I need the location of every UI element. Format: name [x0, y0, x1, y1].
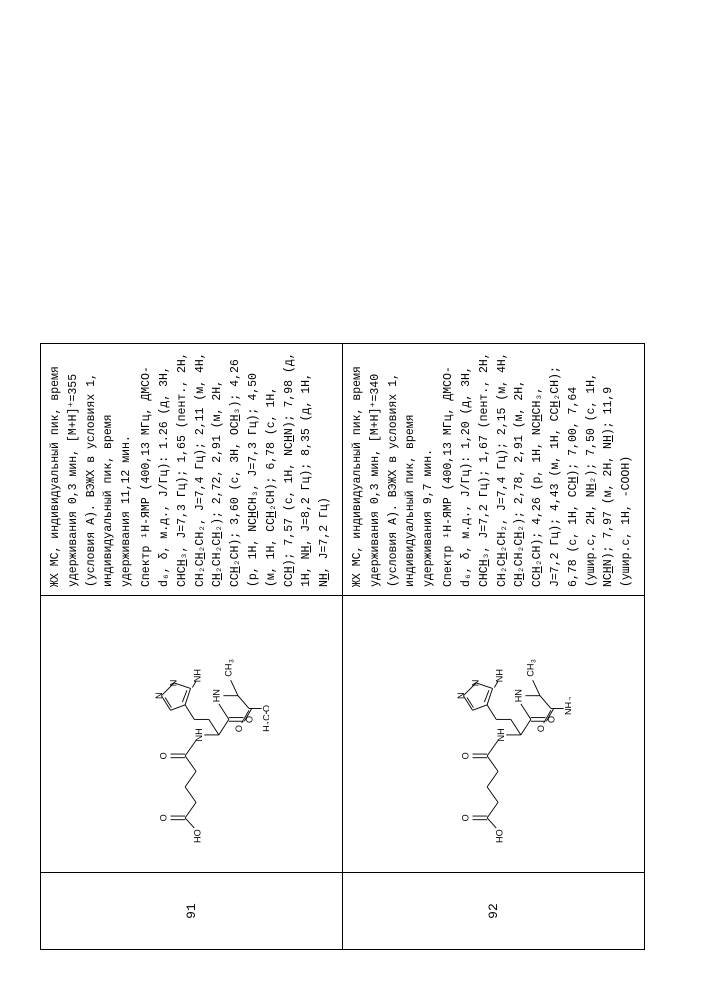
svg-text:NH: NH: [194, 728, 204, 741]
compound-index-cell: 91: [41, 873, 343, 950]
svg-text:N: N: [154, 692, 164, 699]
molecule-diagram: HO O O: [114, 614, 269, 854]
compound-index: 91: [184, 903, 199, 919]
svg-text:HO: HO: [192, 829, 202, 843]
svg-text:H: H: [262, 725, 269, 732]
svg-text:HN: HN: [513, 689, 523, 702]
svg-text:O: O: [461, 814, 471, 821]
lcms-line: ЖХ МС, индивидуальный пик, время удержив…: [349, 352, 438, 587]
svg-text:NH: NH: [192, 669, 202, 682]
svg-text:CH: CH: [525, 664, 535, 677]
svg-text:O: O: [536, 725, 546, 732]
svg-text:O: O: [461, 752, 471, 759]
svg-text:N: N: [169, 680, 179, 687]
table-row: 92 HO O O NH: [343, 344, 645, 950]
svg-text:2: 2: [569, 696, 571, 700]
table-row: 91 HO O: [41, 344, 343, 950]
svg-text:HO: HO: [494, 829, 504, 843]
svg-text:NH: NH: [564, 702, 571, 715]
svg-text:HN: HN: [211, 689, 221, 702]
compound-index-cell: 92: [343, 873, 645, 950]
svg-text:O: O: [234, 725, 244, 732]
svg-text:N: N: [471, 680, 481, 687]
svg-text:C: C: [262, 714, 269, 721]
svg-text:O: O: [159, 814, 169, 821]
svg-text:3: 3: [530, 659, 537, 663]
compound-data-cell: ЖХ МС, индивидуальный пик, время удержив…: [41, 344, 343, 596]
svg-text:CH: CH: [223, 664, 233, 677]
svg-text:N: N: [456, 692, 466, 699]
svg-text:O: O: [159, 752, 169, 759]
compound-table: 91 HO O: [40, 343, 645, 950]
compound-index: 92: [486, 903, 501, 919]
svg-text:3: 3: [228, 659, 235, 663]
lcms-line: ЖХ МС, индивидуальный пик, время удержив…: [47, 352, 136, 587]
nmr-line: Спектр ¹Н-ЯМР (400,13 МГц, ДМСО-d₆, δ, м…: [138, 352, 334, 587]
compound-structure-cell: HO O O NH: [343, 596, 645, 873]
svg-text:NH: NH: [494, 669, 504, 682]
molecule-diagram: HO O O NH: [416, 614, 571, 854]
nmr-line: Спектр ¹Н-ЯМР (400,13 МГц, ДМСО-d₆, δ, м…: [440, 352, 636, 587]
compound-data-cell: ЖХ МС, индивидуальный пик, время удержив…: [343, 344, 645, 596]
compound-structure-cell: HO O O: [41, 596, 343, 873]
svg-text:O: O: [262, 705, 269, 712]
svg-text:NH: NH: [496, 728, 506, 741]
